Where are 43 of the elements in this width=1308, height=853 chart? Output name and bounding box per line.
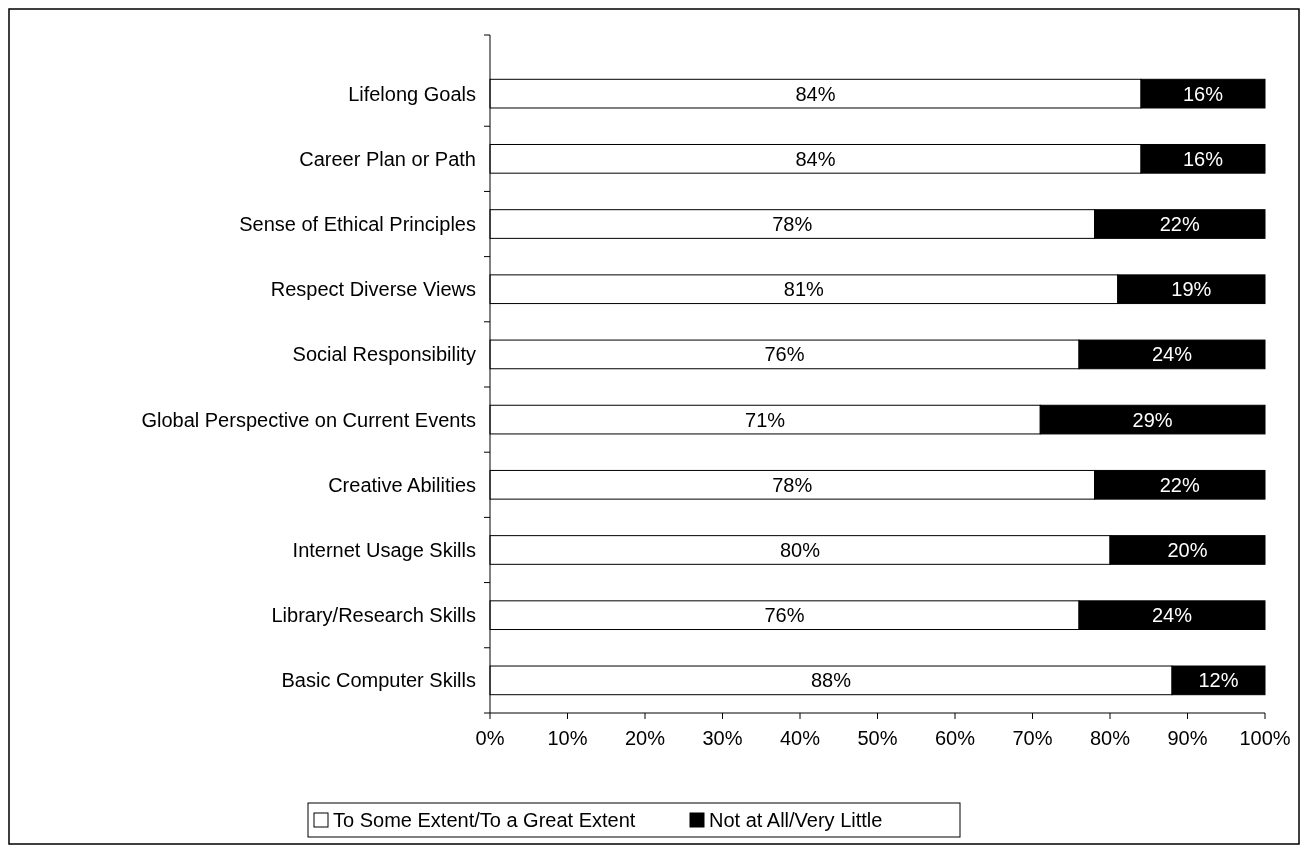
x-tick-label: 80% bbox=[1089, 727, 1131, 749]
data-label: 12% bbox=[1198, 669, 1239, 692]
data-label: 24% bbox=[1151, 343, 1193, 366]
x-tick-label: 20% bbox=[624, 727, 666, 749]
data-label: 76% bbox=[764, 343, 805, 366]
data-label: 76% bbox=[764, 604, 805, 627]
data-label: 22% bbox=[1159, 213, 1200, 236]
y-tick-label: Sense of Ethical Principles bbox=[239, 213, 476, 236]
data-label: 84% bbox=[795, 82, 836, 105]
y-tick-label: Library/Research Skills bbox=[271, 604, 476, 627]
x-tick-label: 90% bbox=[1167, 727, 1208, 749]
data-label: 20% bbox=[1167, 538, 1208, 561]
y-tick-label: Social Responsibility bbox=[292, 343, 476, 366]
data-label: 16% bbox=[1182, 82, 1224, 105]
data-label: 71% bbox=[745, 408, 786, 431]
y-tick-label: Lifelong Goals bbox=[348, 82, 476, 105]
data-label: 78% bbox=[772, 213, 813, 236]
x-tick-label: 100% bbox=[1239, 727, 1291, 749]
legend-label: Not at All/Very Little bbox=[709, 809, 883, 831]
y-tick-label: Creative Abilities bbox=[328, 473, 476, 496]
y-tick-label: Global Perspective on Current Events bbox=[141, 408, 476, 431]
data-label: 81% bbox=[783, 278, 825, 301]
data-label: 24% bbox=[1151, 604, 1193, 627]
x-tick-label: 50% bbox=[857, 727, 898, 749]
data-label: 19% bbox=[1171, 278, 1212, 301]
x-tick-label: 30% bbox=[702, 727, 743, 749]
data-label: 88% bbox=[810, 669, 852, 692]
data-label: 78% bbox=[772, 473, 813, 496]
y-tick-label: Basic Computer Skills bbox=[281, 669, 476, 692]
x-tick-label: 60% bbox=[934, 727, 976, 749]
data-label: 22% bbox=[1159, 473, 1200, 496]
data-label: 84% bbox=[795, 147, 836, 170]
data-label: 16% bbox=[1182, 147, 1224, 170]
y-tick-label: Respect Diverse Views bbox=[270, 278, 476, 301]
x-tick-label: 10% bbox=[547, 727, 588, 749]
y-tick-label: Career Plan or Path bbox=[299, 147, 476, 170]
y-tick-label: Internet Usage Skills bbox=[292, 538, 476, 561]
x-tick-label: 40% bbox=[779, 727, 821, 749]
x-tick-label: 0% bbox=[475, 727, 505, 749]
legend-label: To Some Extent/To a Great Extent bbox=[333, 809, 636, 831]
data-label: 29% bbox=[1132, 408, 1173, 431]
data-label: 80% bbox=[779, 538, 821, 561]
x-tick-label: 70% bbox=[1012, 727, 1053, 749]
